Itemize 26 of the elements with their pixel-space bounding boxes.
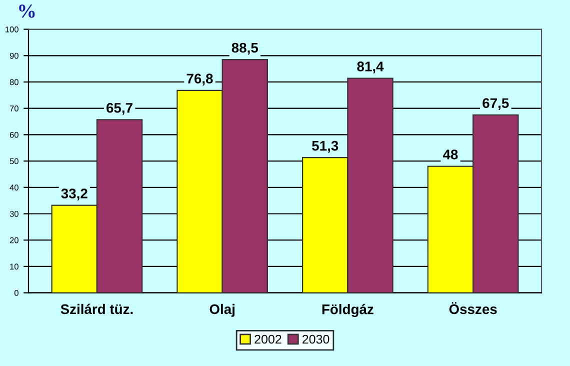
y-tick-label: 10 bbox=[10, 264, 18, 270]
y-tick-label: 60 bbox=[10, 132, 18, 138]
data-label: 67,5 bbox=[482, 98, 509, 110]
y-tick-label: 40 bbox=[10, 184, 18, 190]
data-label: 76,8 bbox=[186, 74, 213, 86]
y-tick-label: 90 bbox=[10, 52, 18, 59]
y-tick-label: 70 bbox=[10, 106, 18, 112]
y-tick-label: 0 bbox=[14, 290, 18, 296]
data-label: 65,7 bbox=[106, 102, 132, 115]
data-label: 51,3 bbox=[312, 140, 338, 153]
data-label: 48 bbox=[442, 150, 458, 160]
legend-label: 2002 bbox=[254, 334, 282, 344]
y-tick-label: 30 bbox=[10, 210, 18, 217]
x-tick-label: Földgáz bbox=[322, 304, 374, 318]
y-axis-title: % bbox=[19, 4, 35, 18]
y-tick-label: 100 bbox=[6, 26, 18, 32]
data-label: 81,4 bbox=[357, 62, 384, 74]
y-tick-label: 50 bbox=[10, 158, 18, 164]
y-tick-label: 20 bbox=[10, 237, 18, 244]
data-label: 33,2 bbox=[61, 188, 88, 200]
x-tick-label: Szilárd tüz. bbox=[60, 304, 133, 314]
data-label: 88,5 bbox=[232, 42, 258, 55]
legend-label: 2030 bbox=[302, 334, 330, 344]
x-tick-label: Olaj bbox=[210, 304, 234, 317]
y-tick-label: 80 bbox=[10, 79, 18, 86]
x-tick-label: Összes bbox=[449, 302, 497, 314]
